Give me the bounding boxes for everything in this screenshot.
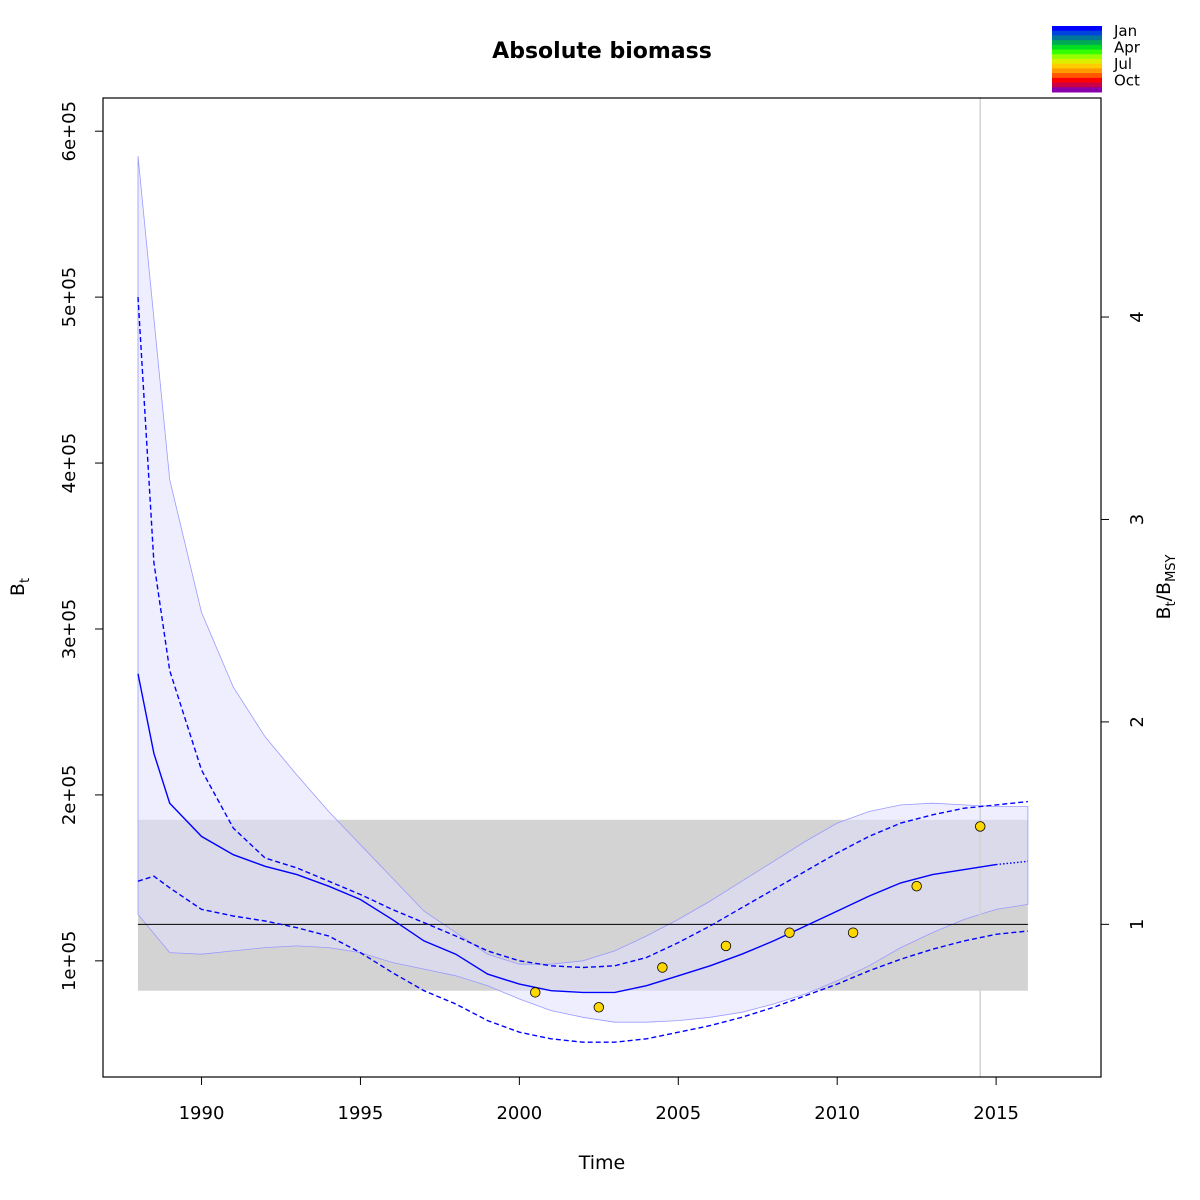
y-axis-left: 1e+05 2e+05 3e+05 4e+05 5e+05 6e+05	[59, 101, 103, 991]
y-right-tick-label: 1	[1127, 919, 1148, 930]
legend-color-swatch	[1052, 77, 1102, 84]
observation-point	[784, 927, 795, 938]
y-tick-label: 2e+05	[59, 765, 80, 826]
legend-color-swatch	[1052, 30, 1102, 36]
y-tick-label: 1e+05	[59, 931, 80, 992]
legend-color-swatch	[1052, 49, 1102, 55]
observation-point	[530, 987, 541, 998]
y-right-tick-label: 4	[1127, 311, 1148, 322]
x-tick-label: 1995	[338, 1103, 384, 1124]
series-line-4	[137, 875, 1028, 1043]
legend-color-swatch	[1052, 82, 1102, 88]
right-title-t: t	[1164, 601, 1179, 606]
x-axis: 1990 1995 2000 2005 2010 2015	[179, 1077, 1019, 1124]
legend-label: Oct	[1114, 72, 1140, 90]
plot-frame	[102, 97, 1102, 1078]
y-tick-label: 3e+05	[59, 599, 80, 660]
legend-label: Jul	[1113, 55, 1132, 73]
observation-point	[911, 880, 922, 892]
series-line-1	[137, 673, 997, 994]
ci-band	[137, 156, 1029, 1023]
observation-point	[720, 940, 732, 952]
series-line-3	[137, 297, 1028, 969]
x-tick-label: 2010	[814, 1103, 860, 1124]
y-axis-right: 1 2 3 4	[1101, 311, 1148, 930]
legend-color-swatch	[1052, 73, 1102, 79]
x-tick-label: 2000	[496, 1103, 542, 1124]
right-title-b2: B	[1153, 582, 1175, 595]
legend-color-swatch	[1052, 35, 1102, 41]
x-tick-label: 2005	[655, 1103, 701, 1124]
y-axis-title-left: Bt	[7, 578, 33, 596]
y-tick-label: 5e+05	[59, 267, 80, 328]
legend-label: Apr	[1114, 39, 1141, 57]
legend-label: Jan	[1113, 22, 1137, 40]
right-title-slash: /	[1153, 594, 1175, 601]
y-axis-title-right: Bt/BMSY	[1153, 554, 1179, 619]
legend-color-swatch	[1052, 87, 1102, 93]
right-title-b: B	[1153, 606, 1175, 619]
y-tick-label: 6e+05	[59, 101, 80, 162]
legend-color-swatch	[1052, 68, 1102, 74]
x-tick-label: 1990	[179, 1103, 225, 1124]
x-axis-title: Time	[578, 1152, 626, 1174]
chart-title: Absolute biomass	[492, 39, 712, 64]
legend-color-swatch	[1052, 40, 1102, 46]
right-title-msy: MSY	[1164, 554, 1179, 581]
observation-point	[657, 962, 668, 973]
y-tick-label: 4e+05	[59, 433, 80, 494]
legend-color-swatch	[1052, 63, 1102, 69]
observation-point	[975, 821, 986, 832]
y-right-tick-label: 2	[1127, 716, 1148, 727]
observation-point	[593, 1002, 605, 1013]
y-axis-title-main: B	[7, 583, 29, 596]
legend-color-swatch	[1052, 26, 1102, 32]
y-right-tick-label: 3	[1127, 514, 1148, 525]
y-axis-title-sub: t	[18, 578, 33, 583]
observation-point	[847, 927, 859, 938]
legend-color-swatch	[1052, 44, 1102, 51]
x-tick-label: 2015	[973, 1103, 1019, 1124]
legend-color-swatch	[1052, 54, 1102, 60]
legend-color-swatch	[1052, 59, 1102, 65]
